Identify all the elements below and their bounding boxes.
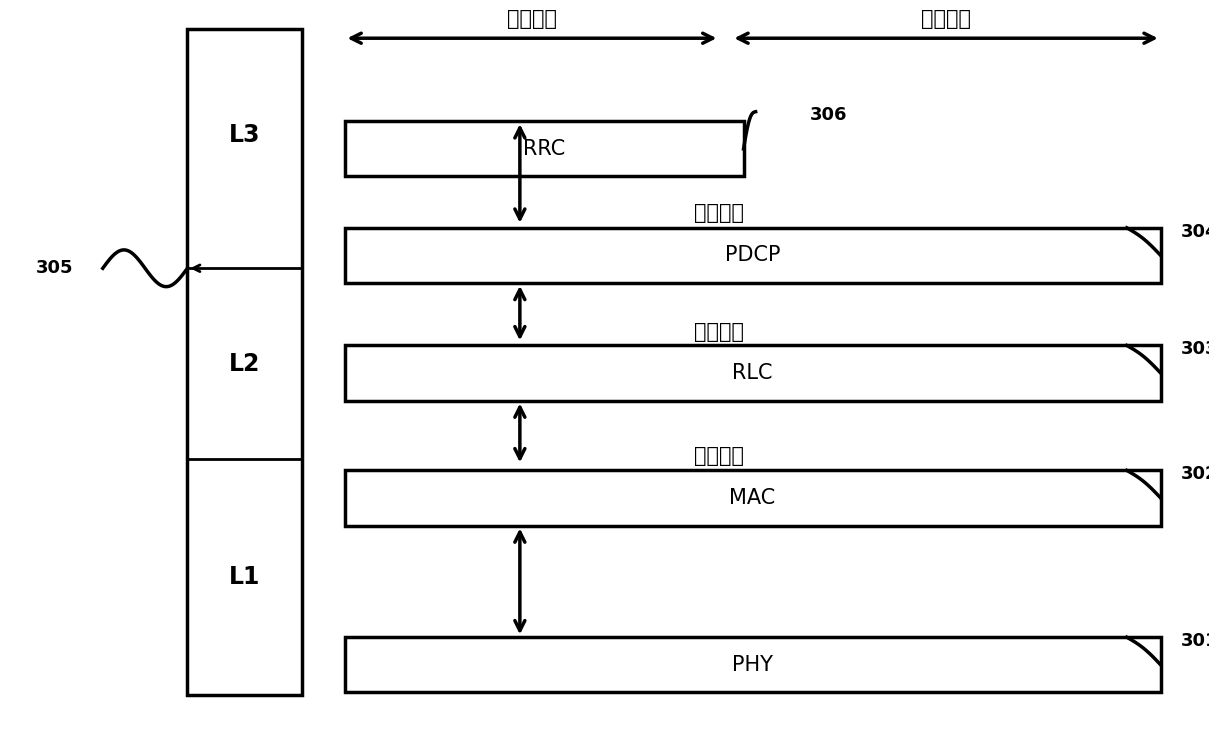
Text: 无线承载: 无线承载 [694, 203, 745, 223]
Text: RLC: RLC [733, 363, 773, 383]
Bar [345, 228, 1161, 283]
Text: 传输信道: 传输信道 [694, 445, 745, 466]
Bar [345, 121, 744, 176]
Text: PDCP: PDCP [725, 245, 780, 265]
Text: L2: L2 [230, 352, 260, 376]
Text: 305: 305 [35, 259, 74, 277]
Text: PHY: PHY [733, 655, 773, 675]
Bar [345, 470, 1161, 526]
Text: MAC: MAC [729, 488, 776, 508]
Text: 控制平面: 控制平面 [507, 10, 557, 29]
Text: 逻辑信道: 逻辑信道 [694, 322, 745, 343]
Bar [187, 29, 302, 695]
Text: L3: L3 [229, 123, 261, 146]
Text: L1: L1 [230, 565, 260, 589]
Text: 301: 301 [1181, 632, 1209, 650]
Bar [345, 345, 1161, 401]
Bar [345, 637, 1161, 692]
Text: 303: 303 [1181, 340, 1209, 358]
Text: RRC: RRC [523, 139, 565, 159]
Text: 用户平面: 用户平面 [921, 10, 971, 29]
Text: 304: 304 [1181, 223, 1209, 240]
Text: 302: 302 [1181, 465, 1209, 483]
Text: 306: 306 [810, 107, 848, 124]
